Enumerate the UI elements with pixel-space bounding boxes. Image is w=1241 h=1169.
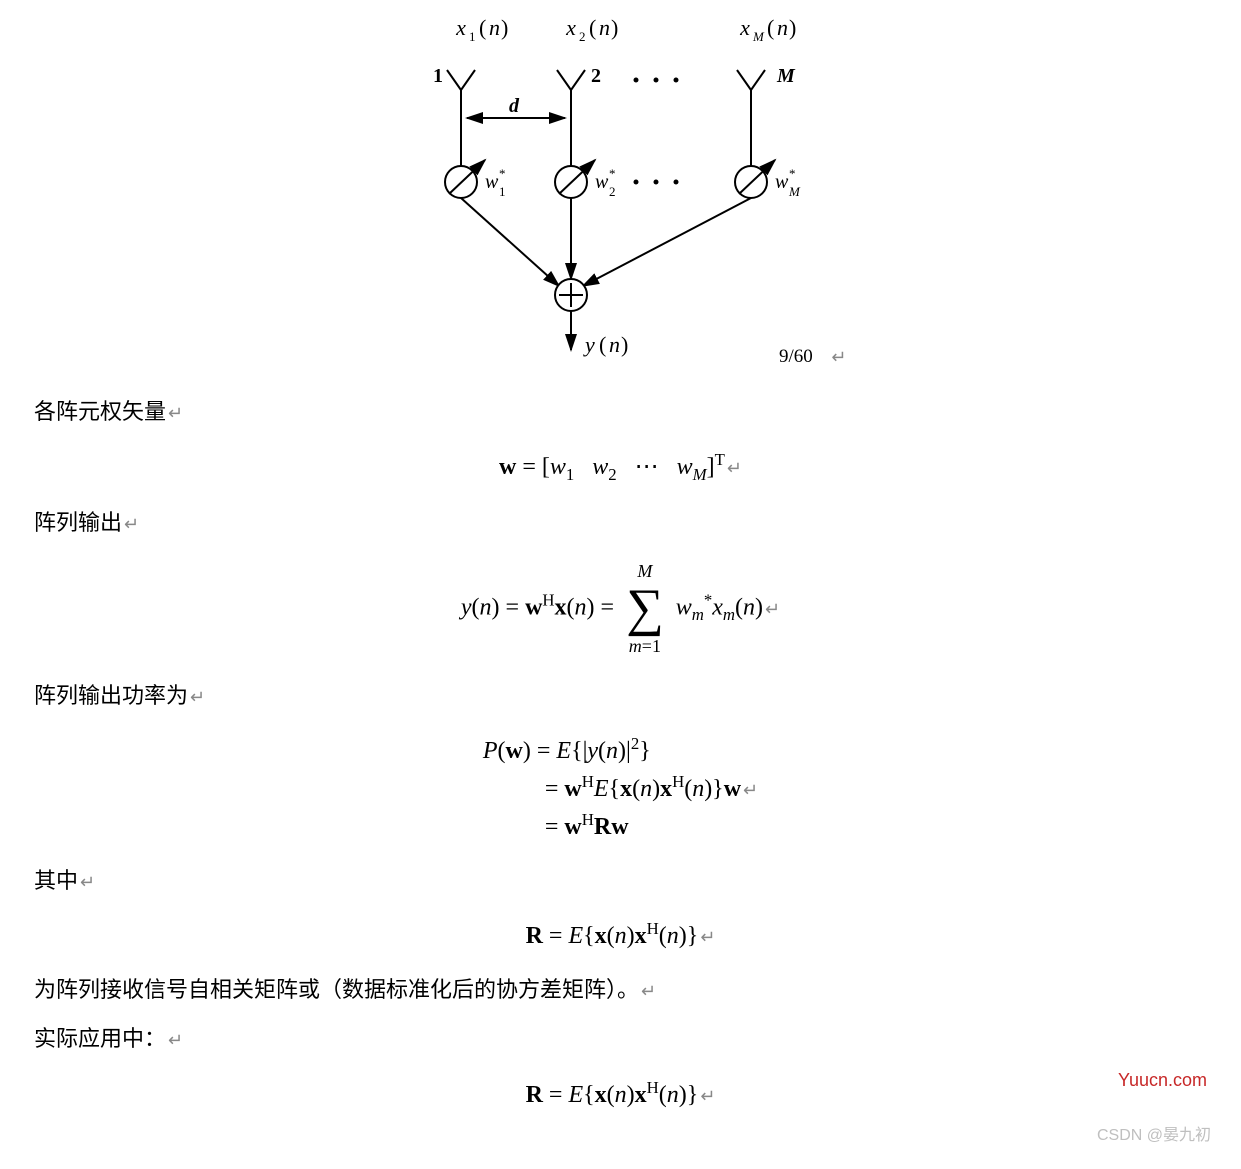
equation-weight-vector: w = [w1 w2 ⋯ wM]T↵ [34, 447, 1207, 487]
svg-text:d: d [509, 95, 520, 117]
array-diagram: x 1 ( n ) 1 w * 1 x 2 ( n ) 2 [401, 0, 841, 380]
svg-text:2: 2 [609, 184, 616, 199]
svg-text:x: x [739, 15, 750, 40]
return-mark: ↵ [190, 687, 205, 707]
equation-R-practice: R = E{x(n)xH(n)}↵ [34, 1075, 1207, 1113]
text-practice: 实际应用中：↵ [34, 1021, 1207, 1056]
equation-output: y(n) = wHx(n) = M ∑ m=1 wm*xm(n)↵ [34, 558, 1207, 660]
equation-R: R = E{x(n)xH(n)}↵ [34, 916, 1207, 954]
svg-text:w: w [485, 171, 499, 193]
svg-text:n: n [489, 15, 500, 40]
svg-text:x: x [565, 15, 576, 40]
svg-text:w: w [775, 171, 789, 193]
text-autocorr-desc: 为阵列接收信号自相关矩阵或（数据标准化后的协方差矩阵）。↵ [34, 972, 1207, 1007]
watermark-yuucn: Yuucn.com [1118, 1070, 1207, 1091]
return-mark: ↵ [80, 872, 95, 892]
svg-text:1: 1 [499, 184, 506, 199]
svg-text:w: w [595, 171, 609, 193]
text-array-output: 阵列输出↵ [34, 505, 1207, 540]
return-mark: ↵ [124, 514, 139, 534]
svg-text:(: ( [589, 15, 596, 40]
svg-text:*: * [789, 166, 796, 181]
svg-text:1: 1 [469, 29, 476, 44]
svg-text:1: 1 [433, 65, 443, 87]
svg-text:2: 2 [591, 65, 601, 87]
svg-text:*: * [609, 166, 616, 181]
svg-text:(: ( [479, 15, 486, 40]
svg-text:): ) [789, 15, 796, 40]
svg-text:M: M [776, 65, 796, 87]
svg-text:(: ( [767, 15, 774, 40]
svg-text:(: ( [599, 332, 606, 357]
svg-text:M: M [788, 184, 801, 199]
return-mark: ↵ [168, 403, 183, 423]
return-mark: ↵ [831, 347, 846, 368]
svg-text:2: 2 [579, 29, 586, 44]
equation-power: P(w) = E{|y(n)|2} = wHE{x(n)xH(n)}w↵ = w… [34, 731, 1207, 845]
svg-text:n: n [599, 15, 610, 40]
svg-text:): ) [501, 15, 508, 40]
return-mark: ↵ [641, 981, 656, 1001]
svg-text:): ) [621, 332, 628, 357]
text-where: 其中↵ [34, 863, 1207, 898]
svg-text:*: * [499, 166, 506, 181]
svg-text:n: n [609, 332, 620, 357]
watermark-csdn: CSDN @晏九初 [1097, 1121, 1211, 1145]
text-output-power: 阵列输出功率为↵ [34, 678, 1207, 713]
svg-text:M: M [752, 29, 765, 44]
svg-text:x: x [455, 15, 466, 40]
svg-text:n: n [777, 15, 788, 40]
svg-text:): ) [611, 15, 618, 40]
page-number: 9/60 [779, 346, 813, 367]
text-weight-vector: 各阵元权矢量↵ [34, 394, 1207, 429]
return-mark: ↵ [168, 1030, 183, 1050]
svg-text:y: y [583, 332, 595, 357]
